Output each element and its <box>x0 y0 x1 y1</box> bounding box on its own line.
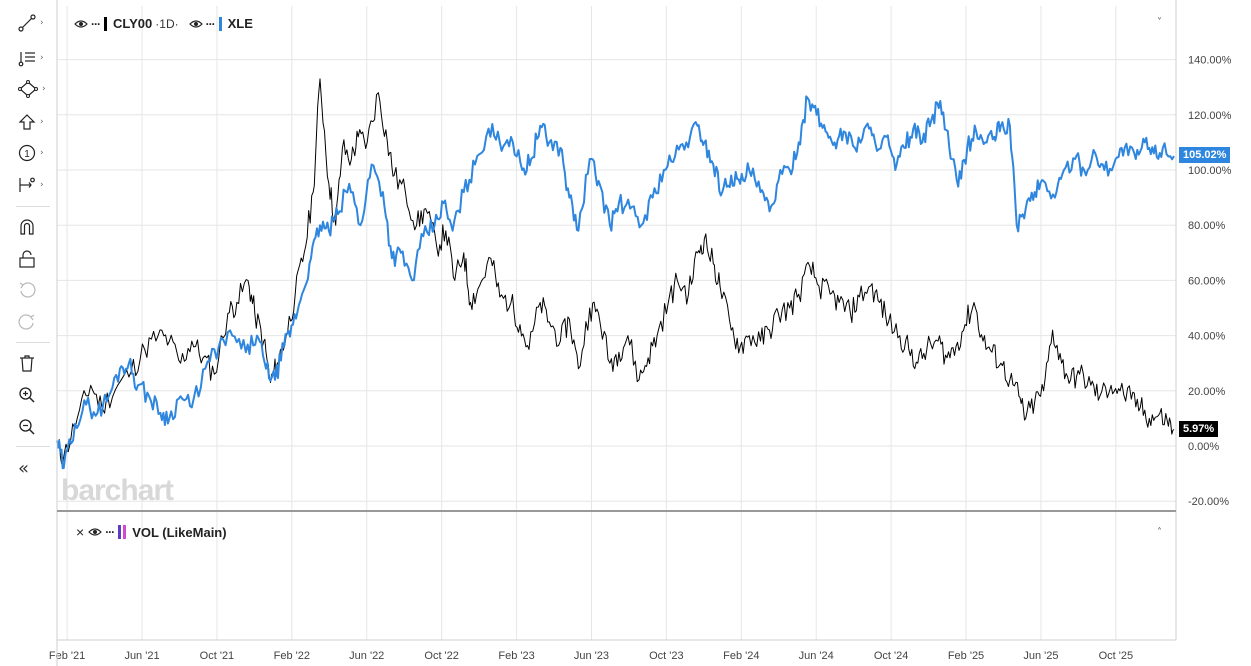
trendline-tool[interactable]: › <box>18 10 52 36</box>
magnet-icon <box>20 219 34 235</box>
x-tick-label: Oct '25 <box>1099 650 1134 662</box>
x-tick-label: Feb '24 <box>723 650 759 662</box>
y-tick-label: 100.00% <box>1188 165 1232 177</box>
y-tick-label: -20.00% <box>1188 496 1229 508</box>
chevron-right-icon: › <box>40 180 44 190</box>
volume-label[interactable]: VOL (LikeMain) <box>132 524 227 540</box>
main-symbol-label[interactable]: CLY00 <box>113 16 153 31</box>
more-options-icon[interactable]: ··· <box>91 16 101 31</box>
x-tick-label: Feb '25 <box>948 650 984 662</box>
arrow-tool[interactable]: › <box>18 109 52 135</box>
line-drawing-icon <box>18 14 36 32</box>
toolbar-divider <box>16 206 50 207</box>
toolbar-divider <box>16 446 50 447</box>
expand-pane-chevron-icon[interactable]: ˄ <box>1157 527 1162 538</box>
chevron-right-icon: › <box>40 117 44 127</box>
undo-icon <box>19 282 36 298</box>
more-options-icon[interactable]: ··· <box>105 525 115 539</box>
fibonacci-icon <box>18 52 35 67</box>
series-line-cly00[interactable] <box>56 78 1175 464</box>
chart-legend: ··· CLY00 ·1D· ··· XLE <box>74 16 253 31</box>
x-tick-label: Oct '24 <box>874 650 909 662</box>
y-tick-label: 0.00% <box>1188 441 1219 453</box>
x-tick-label: Oct '23 <box>649 650 684 662</box>
toolbar-divider <box>16 342 50 343</box>
zoom-out-button[interactable] <box>18 414 52 440</box>
redo-icon <box>18 314 35 330</box>
svg-text:1: 1 <box>24 149 30 160</box>
volume-color-swatch <box>123 525 127 539</box>
chevron-right-icon: › <box>40 148 44 158</box>
x-tick-label: Oct '22 <box>424 650 459 662</box>
zoom-out-icon <box>19 419 35 435</box>
magnet-button[interactable] <box>18 214 52 240</box>
x-tick-label: Feb '21 <box>49 650 85 662</box>
eye-icon[interactable] <box>74 19 88 29</box>
zoom-in-button[interactable] <box>18 382 52 408</box>
zoom-in-icon <box>19 387 35 403</box>
x-tick-label: Jun '25 <box>1023 650 1058 662</box>
x-tick-label: Oct '21 <box>200 650 235 662</box>
series-color-swatch <box>218 16 222 31</box>
volume-legend: × ··· VOL (LikeMain) <box>76 524 227 540</box>
barchart-watermark: barchart <box>61 474 174 507</box>
series-layer <box>56 78 1175 470</box>
trash-icon <box>20 355 34 372</box>
collapse-toolbar-button[interactable]: « <box>18 455 52 481</box>
grid <box>57 6 1176 640</box>
y-tick-label: 40.00% <box>1188 331 1226 343</box>
x-tick-label: Jun '22 <box>349 650 384 662</box>
undo-button[interactable] <box>18 277 52 303</box>
chevron-right-icon: › <box>40 18 44 28</box>
redo-button[interactable] <box>18 309 52 335</box>
eye-icon[interactable] <box>188 19 203 29</box>
close-icon[interactable]: × <box>76 524 85 540</box>
arrow-up-icon <box>18 114 36 130</box>
y-tick-label: 60.00% <box>1188 275 1226 287</box>
x-tick-label: Jun '21 <box>124 650 159 662</box>
axes: 140.00% 120.00% 100.00% 80.00% 60.00% 40.00% 2… <box>49 0 1232 666</box>
y-tick-label: 20.00% <box>1188 386 1226 398</box>
more-options-icon[interactable]: ··· <box>205 16 216 31</box>
compare-last-price-tag: 105.02% <box>1179 147 1231 164</box>
x-tick-label: Jun '24 <box>799 650 834 662</box>
main-last-price-tag: 5.97% <box>1179 420 1219 437</box>
measure-tool[interactable]: › <box>18 172 52 198</box>
x-tick-label: Jun '23 <box>574 650 609 662</box>
x-tick-label: Feb '22 <box>274 650 310 662</box>
lock-button[interactable] <box>18 246 52 272</box>
double-chevron-left-icon: « <box>18 457 30 479</box>
x-tick-label: Feb '23 <box>498 650 534 662</box>
delete-button[interactable] <box>18 350 52 376</box>
volume-color-swatch <box>118 525 122 539</box>
series-color-swatch <box>104 16 107 31</box>
shapes-tool[interactable]: › <box>18 76 52 102</box>
annotation-tool[interactable]: 1 › <box>18 140 52 166</box>
numbered-circle-icon: 1 <box>18 144 36 162</box>
drawing-toolbar: › › › › 1 › <box>0 0 56 666</box>
interval-label[interactable]: ·1D· <box>155 16 179 31</box>
unlock-icon <box>19 250 35 268</box>
series-line-xle[interactable] <box>56 95 1175 470</box>
shape-icon <box>18 80 38 98</box>
eye-icon[interactable] <box>88 527 103 537</box>
measure-icon <box>19 177 35 192</box>
chevron-right-icon: › <box>42 84 46 94</box>
y-tick-label: 140.00% <box>1188 55 1232 67</box>
y-tick-label: 80.00% <box>1188 220 1226 232</box>
y-tick-label: 120.00% <box>1188 110 1232 122</box>
fib-tool[interactable]: › <box>18 45 52 71</box>
chevron-right-icon: › <box>40 53 44 63</box>
compare-symbol-label[interactable]: XLE <box>227 16 253 31</box>
collapse-pane-chevron-icon[interactable]: ˅ <box>1157 17 1162 28</box>
